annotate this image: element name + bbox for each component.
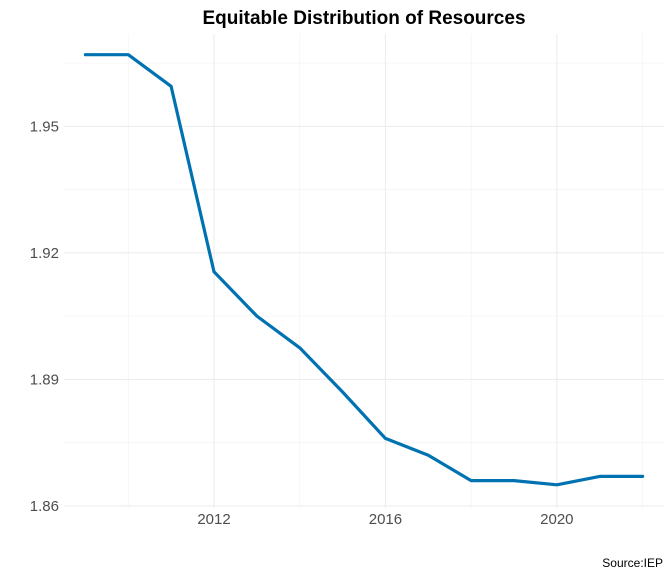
source-caption: Source:IEP: [602, 556, 663, 570]
chart-title: Equitable Distribution of Resources: [202, 8, 525, 29]
x-tick-label: 2020: [540, 511, 573, 528]
y-tick-label: 1.89: [30, 371, 59, 388]
y-tick-label: 1.92: [30, 245, 59, 262]
x-axis-tick-labels: 2012 2016 2020: [197, 511, 573, 528]
x-tick-label: 2016: [369, 511, 402, 528]
grid: [64, 34, 664, 508]
y-tick-label: 1.95: [30, 118, 59, 135]
x-tick-label: 2012: [197, 511, 230, 528]
series-layer: [83, 53, 645, 487]
y-axis-tick-labels: 1.86 1.89 1.92 1.95: [30, 118, 59, 515]
y-tick-label: 1.86: [30, 498, 59, 515]
series-line: [83, 53, 645, 487]
